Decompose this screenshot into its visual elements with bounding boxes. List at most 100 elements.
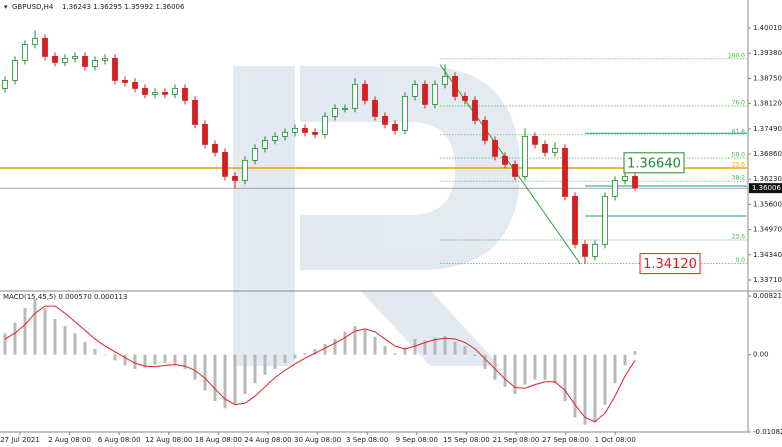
macd-bar xyxy=(113,354,117,361)
x-tick-label: 2 Aug 08:00 xyxy=(48,436,91,444)
macd-bar xyxy=(433,337,437,355)
macd-bar xyxy=(613,354,617,384)
macd-bar xyxy=(13,322,17,355)
macd-bar xyxy=(33,298,37,355)
candle-body xyxy=(152,92,158,95)
candle-body xyxy=(422,84,428,105)
candle-body xyxy=(352,84,358,109)
candle-body xyxy=(42,38,48,57)
macd-bar xyxy=(533,354,537,380)
fib-label: 50.0 xyxy=(732,152,746,159)
candle-body xyxy=(162,92,168,95)
macd-bar xyxy=(413,338,417,355)
macd-bar xyxy=(233,354,237,405)
candle-body xyxy=(472,100,478,121)
y-tick-label: 1.33710 xyxy=(753,276,782,284)
candle-body xyxy=(232,175,238,181)
candle-body xyxy=(482,120,488,141)
macd-bar xyxy=(553,354,557,384)
candle-body xyxy=(122,80,128,83)
candle-body xyxy=(262,139,268,149)
macd-bar xyxy=(593,354,597,423)
fib-label: 38.2 xyxy=(732,175,746,182)
macd-bar xyxy=(333,338,337,355)
macd-bar xyxy=(23,308,27,355)
x-tick-label: 18 Aug 08:00 xyxy=(195,436,242,444)
candle-body xyxy=(272,135,278,141)
macd-bar xyxy=(283,354,287,364)
candle-body xyxy=(332,108,338,117)
macd-bar xyxy=(133,354,137,369)
candle-body xyxy=(372,100,378,117)
header-arrow: ▾ xyxy=(4,3,8,11)
x-tick-label: 12 Aug 08:00 xyxy=(145,436,192,444)
candle-body xyxy=(202,124,208,145)
candle-body xyxy=(92,60,98,67)
macd-bar xyxy=(73,333,77,355)
candle-body xyxy=(392,124,398,131)
candle-body xyxy=(632,175,638,189)
candle-body xyxy=(132,82,138,89)
x-tick-label: 3 Sep 08:00 xyxy=(346,436,388,444)
macd-bar xyxy=(153,354,157,365)
macd-bar xyxy=(523,354,527,385)
fib-label: 23.6 xyxy=(732,162,746,169)
candle-body xyxy=(402,96,408,131)
candle-body xyxy=(452,76,458,97)
x-tick-label: 24 Aug 08:00 xyxy=(244,436,291,444)
macd-bar xyxy=(83,341,87,355)
macd-bar xyxy=(493,354,497,380)
candle-body xyxy=(462,96,468,101)
candle-body xyxy=(252,147,258,161)
macd-bar xyxy=(43,308,47,355)
y-tick-label: 1.40010 xyxy=(753,24,782,32)
x-tick-label: 1 Oct 08:00 xyxy=(595,436,636,444)
candle-body xyxy=(342,108,348,110)
candle-body xyxy=(312,131,318,135)
macd-bar xyxy=(123,354,127,366)
macd-bar xyxy=(603,354,607,405)
candle-body xyxy=(502,155,508,165)
macd-bar xyxy=(273,354,277,369)
candle-body xyxy=(72,56,78,59)
symbol-title: GBPUSD,H4 xyxy=(12,3,54,11)
x-tick-label: 30 Aug 08:00 xyxy=(294,436,341,444)
candle-body xyxy=(572,195,578,245)
macd-title: MACD(15,45,5) 0.000570 0.000113 xyxy=(3,293,127,301)
macd-bar xyxy=(93,348,97,355)
fib-label: 61.8 xyxy=(732,128,746,135)
candle-body xyxy=(62,58,68,63)
candle-body xyxy=(192,100,198,125)
fib-label: 76.0 xyxy=(732,100,746,107)
candle-body xyxy=(612,179,618,197)
macd-bar xyxy=(463,346,467,355)
candle-body xyxy=(542,143,548,153)
candle-body xyxy=(622,175,628,181)
x-tick-label: 27 Jul 2021 xyxy=(0,436,40,444)
macd-bar xyxy=(373,336,377,355)
candle-body xyxy=(582,243,588,257)
macd-bar xyxy=(443,336,447,355)
candle-body xyxy=(292,127,298,133)
candle-body xyxy=(2,80,8,89)
candle-body xyxy=(222,151,228,177)
fib-label: 0.0 xyxy=(735,257,745,264)
macd-bar xyxy=(483,354,487,369)
y-tick-label: 1.37490 xyxy=(753,125,782,133)
candle-body xyxy=(492,139,498,157)
y-tick-label: 1.38120 xyxy=(753,100,782,108)
candle-body xyxy=(532,135,538,145)
current-price-box xyxy=(749,183,782,194)
candle-body xyxy=(512,163,518,177)
y-tick-label: 1.35600 xyxy=(753,200,782,208)
macd-bar xyxy=(543,354,547,380)
candle-body xyxy=(442,76,448,85)
y-tick-label: 1.34340 xyxy=(753,251,782,259)
watermark-bowl xyxy=(300,66,520,270)
fib-label: 23.6 xyxy=(732,234,746,241)
candle-body xyxy=(32,38,38,45)
macd-bar xyxy=(623,354,627,366)
candle-body xyxy=(142,88,148,95)
